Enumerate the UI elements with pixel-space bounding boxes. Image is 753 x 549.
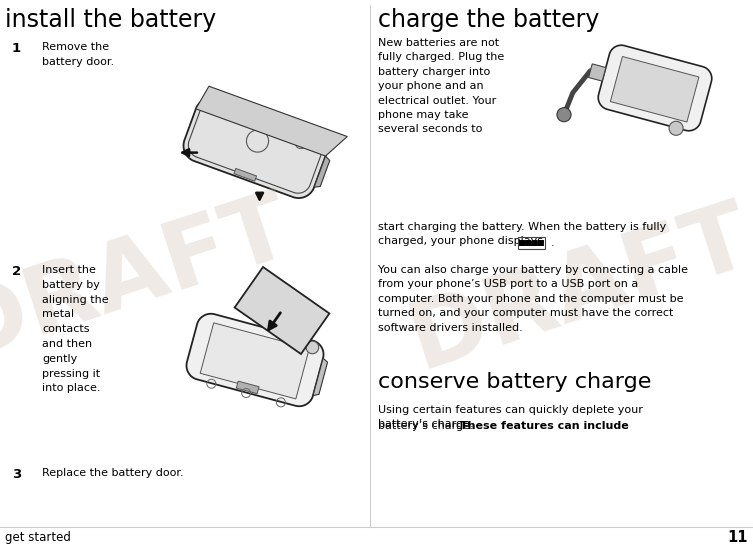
Text: start charging the battery. When the battery is fully
charged, your phone displa: start charging the battery. When the bat… bbox=[378, 222, 666, 247]
Text: New batteries are not
fully charged. Plug the
battery charger into
your phone an: New batteries are not fully charged. Plu… bbox=[378, 38, 505, 135]
Polygon shape bbox=[235, 267, 329, 354]
Text: .: . bbox=[551, 238, 555, 248]
Polygon shape bbox=[598, 45, 712, 131]
Polygon shape bbox=[187, 313, 324, 406]
Text: install the battery: install the battery bbox=[5, 8, 216, 32]
Polygon shape bbox=[184, 98, 327, 198]
Polygon shape bbox=[611, 57, 699, 122]
Text: Remove the
battery door.: Remove the battery door. bbox=[42, 42, 114, 67]
Polygon shape bbox=[589, 64, 606, 81]
Text: conserve battery charge: conserve battery charge bbox=[378, 372, 651, 392]
Polygon shape bbox=[236, 381, 259, 394]
Polygon shape bbox=[234, 169, 257, 181]
Text: 11: 11 bbox=[727, 530, 748, 546]
Circle shape bbox=[669, 121, 683, 135]
Circle shape bbox=[557, 108, 571, 122]
Text: get started: get started bbox=[5, 531, 71, 545]
Circle shape bbox=[306, 341, 319, 354]
Text: charge the battery: charge the battery bbox=[378, 8, 599, 32]
Text: Replace the battery door.: Replace the battery door. bbox=[42, 468, 184, 478]
Polygon shape bbox=[196, 86, 347, 156]
Text: These features can include: These features can include bbox=[456, 421, 629, 431]
Polygon shape bbox=[200, 323, 309, 399]
Text: DRAFT: DRAFT bbox=[0, 182, 302, 378]
Text: You can also charge your battery by connecting a cable
from your phone’s USB por: You can also charge your battery by conn… bbox=[378, 265, 688, 333]
Text: 3: 3 bbox=[12, 468, 21, 481]
Text: 2: 2 bbox=[12, 265, 21, 278]
Polygon shape bbox=[314, 156, 330, 187]
Polygon shape bbox=[313, 358, 328, 396]
Text: battery’s charge.: battery’s charge. bbox=[378, 421, 474, 431]
Text: Using certain features can quickly deplete your
battery’s charge.: Using certain features can quickly deple… bbox=[378, 405, 643, 429]
Text: 1: 1 bbox=[12, 42, 21, 55]
Text: ■■■■: ■■■■ bbox=[519, 238, 544, 248]
Text: DRAFT: DRAFT bbox=[398, 192, 753, 388]
Text: Insert the
battery by
aligning the
metal
contacts
and then
gently
pressing it
in: Insert the battery by aligning the metal… bbox=[42, 265, 108, 394]
